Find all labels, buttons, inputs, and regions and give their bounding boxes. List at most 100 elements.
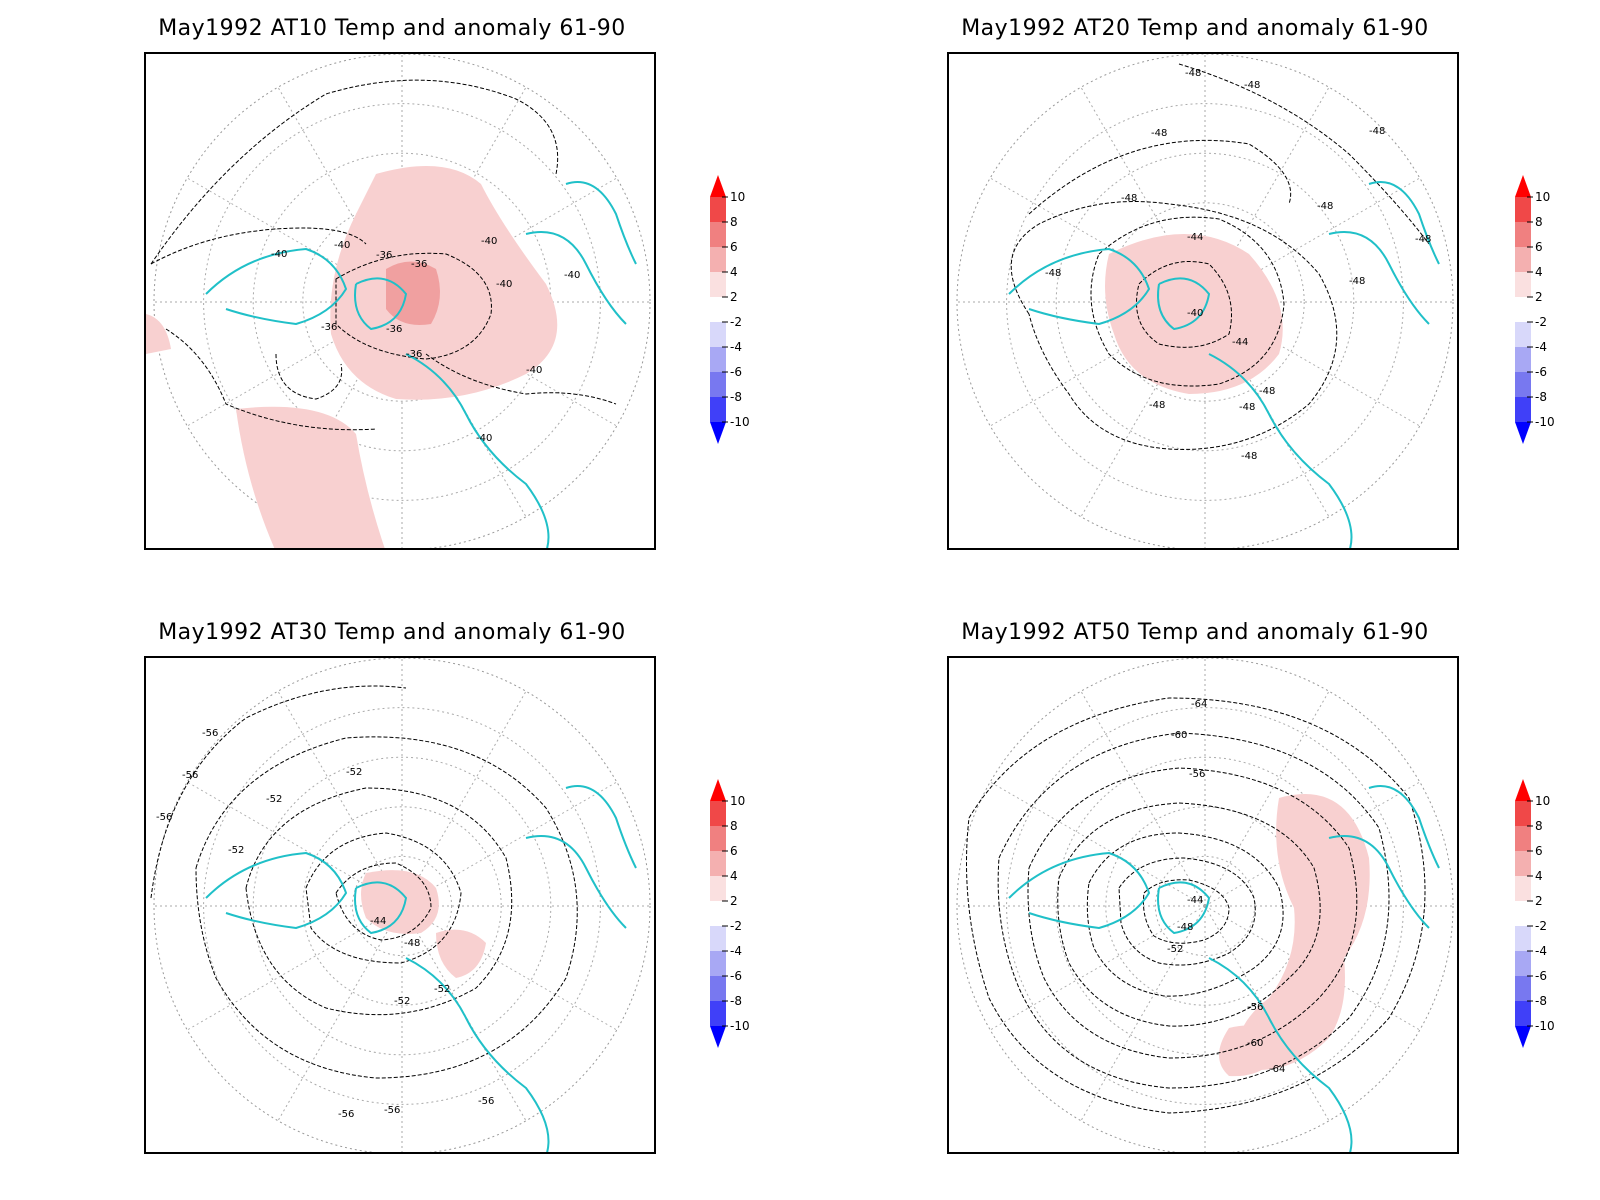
contour-label: -48 — [1151, 128, 1167, 139]
colorbar-label: -8 — [1535, 390, 1547, 404]
colorbar-segment — [1515, 901, 1531, 926]
colorbar-segment — [1515, 876, 1531, 901]
contour-label: -44 — [1187, 895, 1203, 906]
anomaly-shading — [146, 166, 558, 548]
colorbar-segment — [710, 826, 726, 851]
colorbar-segment — [1515, 976, 1531, 1001]
colorbar-label: 8 — [1535, 819, 1543, 833]
panel-3-map-svg: -56 -56 -56 -52 -52 -52 -44 -48 -52 -52 … — [150, 658, 651, 1152]
contour-label: -44 — [1232, 337, 1248, 348]
colorbar-segment — [710, 951, 726, 976]
colorbar-label: -10 — [730, 415, 750, 429]
contour-label: -56 — [1247, 1002, 1263, 1013]
colorbar-label: 8 — [730, 819, 738, 833]
colorbar-segment — [1515, 322, 1531, 347]
contour-label: -48 — [1239, 402, 1255, 413]
anomaly-shading — [361, 870, 486, 978]
panel-1-map-svg: -40 -40 -40 -40 -36 -36 -36 -36 -40 -40 … — [146, 54, 651, 548]
colorbar-label: -10 — [730, 1019, 750, 1033]
colorbar-arrow-bottom — [710, 1026, 726, 1048]
colorbar-label: 4 — [1535, 265, 1543, 279]
colorbar-label: -8 — [730, 994, 742, 1008]
panel-2-title: May1992 AT20 Temp and anomaly 61-90 — [961, 16, 1429, 41]
colorbar-segment — [1515, 951, 1531, 976]
panel-3-map: -56 -56 -56 -52 -52 -52 -44 -48 -52 -52 … — [144, 656, 656, 1154]
contour-label: -52 — [434, 984, 450, 995]
anomaly-shading — [1105, 234, 1283, 394]
colorbar-segment — [710, 247, 726, 272]
contour-label: -48 — [1317, 201, 1333, 212]
colorbar-segment — [1515, 372, 1531, 397]
colorbar-label: -8 — [730, 390, 742, 404]
panel-3-title: May1992 AT30 Temp and anomaly 61-90 — [158, 620, 626, 645]
colorbar-label: -10 — [1535, 415, 1555, 429]
panel-1-map: -40 -40 -40 -40 -36 -36 -36 -36 -40 -40 … — [144, 52, 656, 550]
contour-label: -36 — [321, 322, 337, 333]
contour-label: -36 — [386, 324, 402, 335]
contour-label: -52 — [394, 996, 410, 1007]
colorbar-label: 6 — [730, 844, 738, 858]
colorbar-label: -4 — [1535, 340, 1547, 354]
colorbar-label: -2 — [1535, 315, 1547, 329]
contour-label: -40 — [481, 236, 497, 247]
colorbar-label: -8 — [1535, 994, 1547, 1008]
contour-labels: -40 -40 -40 -40 -36 -36 -36 -36 -40 -40 … — [271, 236, 580, 444]
colorbar-label: -10 — [1535, 1019, 1555, 1033]
colorbar-label: 10 — [1535, 794, 1550, 808]
contour-label: -48 — [1241, 451, 1257, 462]
panel-3-colorbar: 10 8 6 4 2 -2 -4 -6 -8 -10 — [700, 779, 780, 1069]
contours — [150, 685, 578, 1079]
contour-label: -60 — [1171, 730, 1187, 741]
contour-label: -52 — [228, 845, 244, 856]
colorbar-label: 2 — [730, 894, 738, 908]
contour-label: -64 — [1269, 1064, 1285, 1075]
contour-label: -48 — [1045, 268, 1061, 279]
contours — [966, 697, 1426, 1114]
colorbar-label: 4 — [1535, 869, 1543, 883]
panel-4-title: May1992 AT50 Temp and anomaly 61-90 — [961, 620, 1429, 645]
contour-label: -56 — [478, 1096, 494, 1107]
contour-label: -44 — [1187, 232, 1203, 243]
polar-globe — [956, 658, 1454, 1152]
contour-label: -40 — [1187, 308, 1203, 319]
colorbar-segment — [710, 876, 726, 901]
colorbar-label: -4 — [730, 944, 742, 958]
colorbar-segment — [1515, 1001, 1531, 1026]
contour-label: -48 — [404, 938, 420, 949]
contour-label: -48 — [1177, 922, 1193, 933]
contour-label: -48 — [1121, 193, 1137, 204]
panel-1-title: May1992 AT10 Temp and anomaly 61-90 — [158, 16, 626, 41]
colorbar-label: 10 — [730, 190, 745, 204]
coastlines — [1008, 785, 1440, 1152]
colorbar-label: 10 — [1535, 190, 1550, 204]
contour-label: -48 — [1415, 234, 1431, 245]
colorbar-segment — [710, 197, 726, 222]
colorbar-segment — [1515, 801, 1531, 826]
panel-2-colorbar: 10 8 6 4 2 -2 -4 -6 -8 -10 — [1505, 175, 1585, 465]
colorbar-label: -4 — [730, 340, 742, 354]
colorbar-label: 6 — [1535, 844, 1543, 858]
contour-label: -40 — [476, 433, 492, 444]
colorbar-segment — [710, 222, 726, 247]
colorbar-label: -6 — [730, 365, 742, 379]
colorbar-segment — [710, 1001, 726, 1026]
colorbar-label: 2 — [1535, 290, 1543, 304]
contour-label: -36 — [376, 250, 392, 261]
colorbar-label: 4 — [730, 265, 738, 279]
contour-label: -48 — [1259, 386, 1275, 397]
contour-label: -40 — [564, 270, 580, 281]
colorbar-arrow-bottom — [710, 422, 726, 444]
coastlines — [205, 181, 637, 548]
colorbar-segment — [710, 397, 726, 422]
contour-label: -48 — [1369, 126, 1385, 137]
colorbar-label: 2 — [730, 290, 738, 304]
colorbar-segment — [1515, 297, 1531, 322]
panel-4-map: -64 -60 -56 -44 -48 -52 -56 -60 -64 — [947, 656, 1459, 1154]
colorbar-segment — [710, 347, 726, 372]
contour-label: -36 — [406, 349, 422, 360]
contour-labels: -56 -56 -56 -52 -52 -52 -44 -48 -52 -52 … — [156, 728, 494, 1120]
contour-labels: -48 -48 -48 -48 -48 -48 -48 -44 -40 -44 … — [1045, 68, 1431, 462]
colorbar-segment — [710, 926, 726, 951]
contour-label: -56 — [182, 770, 198, 781]
colorbar-label: -6 — [1535, 365, 1547, 379]
